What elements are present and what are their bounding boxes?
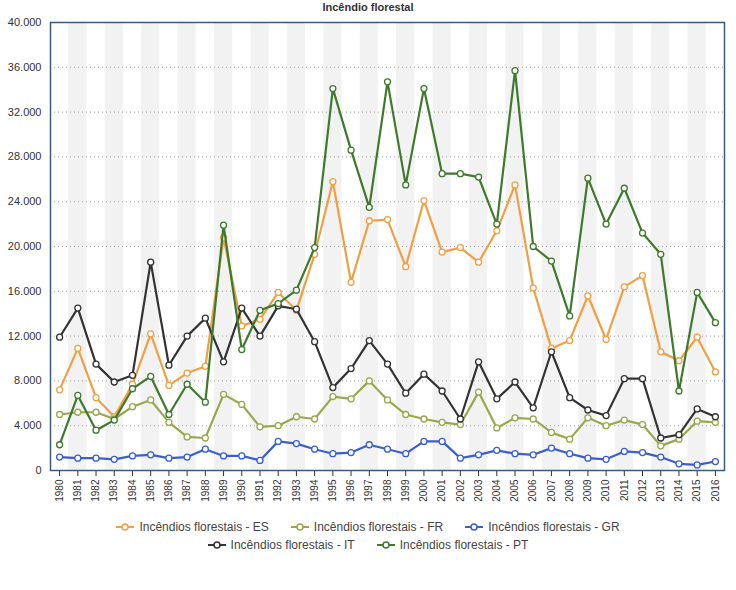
html-text:Incêndios florestais - ES: Incêndios florestais - ES <box>139 520 269 534</box>
svg-text:2000: 2000 <box>418 479 429 502</box>
svg-text:1996: 1996 <box>345 479 356 502</box>
svg-text:20.000: 20.000 <box>8 240 42 252</box>
svg-text:1983: 1983 <box>108 479 119 502</box>
html-text:Incêndios florestais - IT: Incêndios florestais - IT <box>230 538 355 552</box>
svg-text:2014: 2014 <box>673 479 684 502</box>
svg-text:8.000: 8.000 <box>14 374 42 386</box>
html-text:Incêndios florestais - PT: Incêndios florestais - PT <box>399 538 529 552</box>
svg-text:2009: 2009 <box>582 479 593 502</box>
svg-text:2005: 2005 <box>509 479 520 502</box>
svg-text:1987: 1987 <box>181 479 192 502</box>
svg-text:12.000: 12.000 <box>8 330 42 342</box>
svg-text:24.000: 24.000 <box>8 195 42 207</box>
svg-text:2003: 2003 <box>473 479 484 502</box>
svg-text:1986: 1986 <box>163 479 174 502</box>
html-text:Incêndios florestais - GR: Incêndios florestais - GR <box>488 520 620 534</box>
svg-text:2011: 2011 <box>619 479 630 501</box>
svg-text:1993: 1993 <box>291 479 302 502</box>
svg-text:2004: 2004 <box>491 479 502 502</box>
svg-text:36.000: 36.000 <box>8 61 42 73</box>
svg-text:2013: 2013 <box>655 479 666 502</box>
svg-text:2012: 2012 <box>637 479 648 502</box>
html-text:Incêndio florestal: Incêndio florestal <box>322 1 414 13</box>
svg-text:4.000: 4.000 <box>14 419 42 431</box>
svg-text:1980: 1980 <box>54 479 65 502</box>
svg-text:1988: 1988 <box>200 479 211 502</box>
svg-text:1997: 1997 <box>363 479 374 502</box>
svg-text:2016: 2016 <box>710 479 721 502</box>
svg-text:1995: 1995 <box>327 479 338 502</box>
svg-text:1991: 1991 <box>254 479 265 502</box>
svg-text:2007: 2007 <box>546 479 557 502</box>
svg-text:2002: 2002 <box>455 479 466 502</box>
svg-text:1982: 1982 <box>90 479 101 502</box>
html-text:Incêndios florestais - FR: Incêndios florestais - FR <box>313 520 444 534</box>
svg-text:1989: 1989 <box>218 479 229 502</box>
svg-text:2008: 2008 <box>564 479 575 502</box>
svg-text:1985: 1985 <box>145 479 156 502</box>
svg-text:32.000: 32.000 <box>8 106 42 118</box>
svg-text:1990: 1990 <box>236 479 247 502</box>
svg-text:1994: 1994 <box>309 479 320 502</box>
svg-text:40.000: 40.000 <box>8 16 42 28</box>
svg-text:2001: 2001 <box>436 479 447 502</box>
svg-text:28.000: 28.000 <box>8 150 42 162</box>
svg-text:2015: 2015 <box>691 479 702 502</box>
svg-text:2006: 2006 <box>527 479 538 502</box>
svg-text:1999: 1999 <box>400 479 411 502</box>
svg-text:2010: 2010 <box>600 479 611 502</box>
svg-text:1981: 1981 <box>72 479 83 502</box>
svg-text:0: 0 <box>35 464 41 476</box>
svg-text:1998: 1998 <box>382 479 393 502</box>
svg-text:1992: 1992 <box>272 479 283 502</box>
svg-text:1984: 1984 <box>127 479 138 502</box>
svg-text:16.000: 16.000 <box>8 285 42 297</box>
